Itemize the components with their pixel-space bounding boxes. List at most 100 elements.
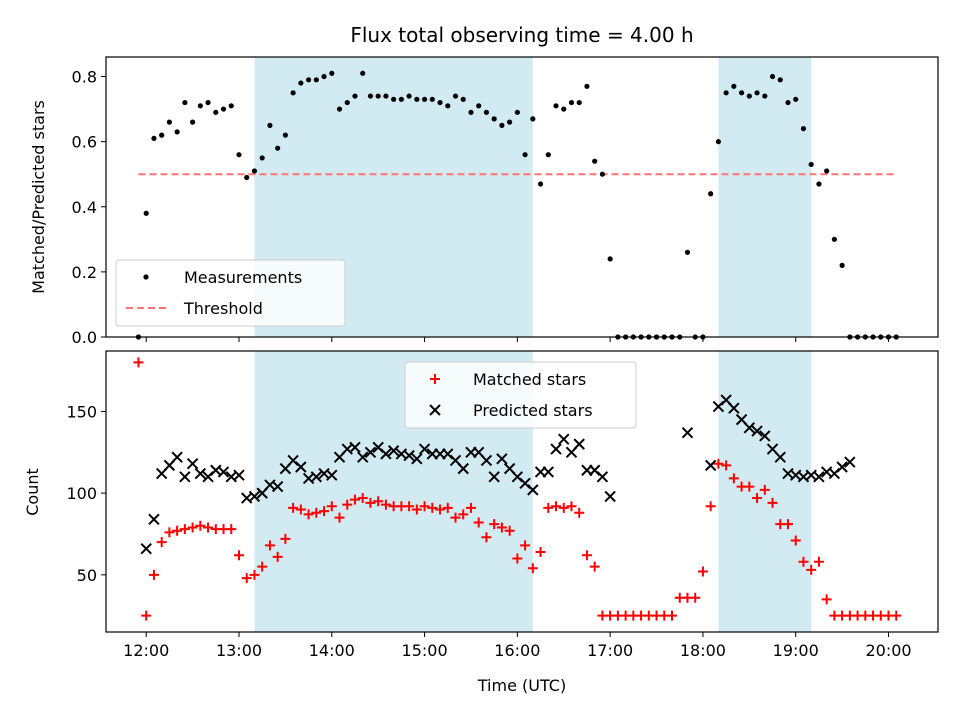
- series-0-0-point-43: [468, 109, 474, 115]
- x-tick-label-0: 12:00: [123, 641, 169, 660]
- series-1-0-point-7: [187, 522, 198, 533]
- series-1-0-point-81: [759, 484, 770, 495]
- series-1-0-point-49: [512, 553, 523, 564]
- series-1-0-point-58: [581, 550, 592, 561]
- series-0-0-point-79: [746, 93, 752, 99]
- series-0-0-point-22: [305, 77, 312, 83]
- series-1-1-point-32: [387, 444, 400, 457]
- axes-frame-1: [105, 350, 939, 633]
- series-1-1-point-69: [759, 430, 771, 442]
- series-1-1-point-79: [836, 461, 848, 473]
- series-1-1-point-6: [186, 458, 199, 470]
- series-0-0-point-46: [491, 116, 497, 122]
- series-1-1-point-24: [326, 469, 338, 481]
- series-0-0-point-49: [514, 109, 520, 115]
- series-0-0-point-56: [568, 99, 575, 106]
- series-1-0-point-74: [705, 501, 716, 512]
- bottom-y-axis-label: Count: [23, 468, 42, 516]
- series-1-0-point-85: [790, 535, 801, 546]
- series-1-0-point-73: [697, 566, 708, 577]
- series-1-1-point-12: [233, 469, 245, 481]
- series-0-0-point-80: [754, 90, 760, 96]
- series-0-0-point-78: [738, 90, 745, 96]
- series-0-0-point-34: [398, 96, 404, 102]
- y-tick-label-0-0: 0.0: [72, 328, 97, 347]
- series-0-0-point-38: [429, 96, 435, 102]
- series-0-0-point-76: [723, 90, 729, 96]
- series-1-1-point-80: [844, 456, 856, 468]
- x-tick-label-5: 17:00: [587, 641, 633, 660]
- series-1-1-point-65: [728, 402, 740, 414]
- series-0-0-point-21: [298, 80, 304, 86]
- series-1-0-point-35: [404, 501, 415, 512]
- series-1-1-point-41: [457, 462, 469, 475]
- series-1-0-point-4: [164, 527, 175, 538]
- series-0-0-point-6: [182, 99, 188, 106]
- series-0-0-point-44: [476, 103, 482, 109]
- series-0-0-point-24: [321, 73, 327, 80]
- series-1-0-point-51: [527, 563, 538, 574]
- series-1-1-point-60: [604, 490, 616, 503]
- series-1-0-point-88: [813, 556, 824, 567]
- series-1-0-point-36: [411, 504, 422, 515]
- series-0-0-point-2: [151, 135, 157, 141]
- series-1-0-point-47: [496, 522, 507, 533]
- series-0-0-point-48: [507, 119, 513, 125]
- series-1-0-point-9: [203, 522, 214, 533]
- chart-title: Flux total observing time = 4.00 h: [350, 23, 693, 47]
- series-0-0-point-71: [684, 249, 691, 255]
- series-1-1-point-67: [743, 422, 756, 434]
- series-0-0-point-16: [259, 155, 265, 161]
- series-0-0-point-15: [251, 168, 258, 174]
- x-tick-label-2: 14:00: [309, 641, 355, 660]
- series-1-1-point-45: [488, 471, 500, 483]
- series-1-1-point-54: [558, 433, 570, 445]
- series-1-1-point-4: [171, 451, 183, 463]
- series-0-0-point-14: [244, 174, 250, 181]
- series-1-0-point-16: [257, 561, 268, 572]
- series-1-1-point-68: [751, 425, 763, 437]
- series-1-0-point-24: [319, 506, 330, 517]
- series-1-1-point-1: [148, 513, 160, 525]
- series-1-0-point-23: [311, 507, 322, 518]
- series-0-0-point-86: [800, 126, 807, 132]
- series-1-0-point-12: [226, 524, 237, 535]
- series-1-1-point-34: [403, 449, 415, 462]
- series-0-0-point-87: [808, 161, 814, 168]
- series-1-1-point-52: [542, 466, 554, 478]
- series-0-0-point-19: [282, 132, 288, 138]
- series-1-0-point-42: [458, 509, 469, 520]
- series-0-0-point-7: [190, 119, 196, 125]
- series-0-0-point-61: [607, 256, 613, 262]
- series-0-0-point-9: [205, 99, 211, 106]
- series-0-0-point-11: [220, 106, 227, 112]
- series-1-0-point-76: [721, 460, 732, 471]
- series-0-0-point-58: [584, 83, 590, 89]
- series-1-1-point-14: [248, 490, 261, 503]
- legend-label-1-0: Matched stars: [473, 370, 586, 389]
- series-1-0-point-6: [179, 524, 190, 535]
- series-1-1-point-29: [364, 446, 377, 458]
- series-1-0-point-29: [357, 493, 368, 504]
- series-1-1-point-10: [217, 466, 230, 478]
- series-1-0-point-52: [535, 546, 546, 557]
- series-1-0-point-79: [744, 481, 755, 492]
- series-1-0-point-32: [380, 499, 391, 510]
- series-1-0-point-37: [419, 501, 430, 512]
- series-0-0-point-1: [143, 210, 149, 216]
- series-0-0-point-35: [406, 93, 412, 99]
- series-1-0-point-25: [326, 501, 337, 512]
- series-0-0-point-52: [537, 181, 544, 187]
- series-0-0-point-32: [383, 93, 389, 99]
- x-tick-label-6: 18:00: [680, 641, 726, 660]
- series-0-0-point-90: [831, 236, 837, 242]
- series-1-0-point-17: [264, 540, 275, 551]
- series-1-0-point-27: [342, 499, 353, 510]
- y-tick-label-0-1: 0.2: [72, 263, 97, 282]
- series-1-1-point-27: [349, 441, 361, 454]
- series-0-0-point-81: [762, 93, 768, 99]
- series-0-0-point-57: [576, 99, 582, 106]
- legend-0: Measurements Threshold: [115, 259, 346, 327]
- series-0-0-point-74: [708, 191, 714, 197]
